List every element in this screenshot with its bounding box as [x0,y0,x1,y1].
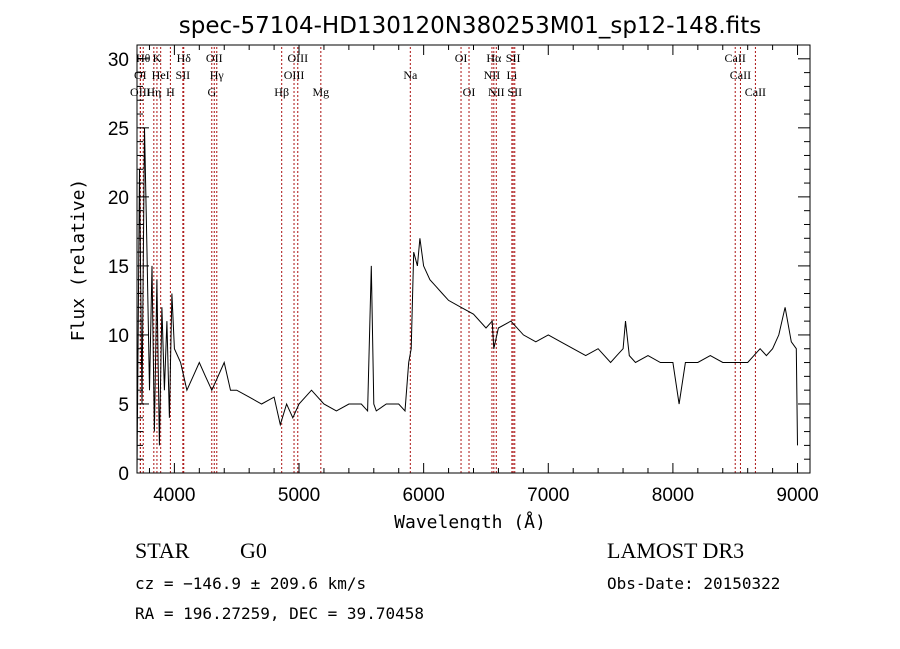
spectral-line-label: OIII [287,51,308,65]
x-tick-label: 8000 [652,485,694,506]
redshift-velocity: cz = −146.9 ± 209.6 km/s [135,574,367,593]
chart-title: spec-57104-HD130120N380253M01_sp12-148.f… [179,13,761,39]
x-axis: 4000 5000 6000 7000 8000 9000 [148,45,819,506]
x-tick-label: 5000 [278,485,320,506]
spectral-line-label: Hα [486,51,502,65]
x-tick-label: 4000 [153,485,195,506]
spectral-line-labels: Hθ K Hδ OII OIII OI Hα SII CaII OI HeI SII Hγ OIII Na N… [130,51,766,99]
spectral-line-label: Na [403,68,418,82]
spectral-line-label: NII [484,68,501,82]
coordinates: RA = 196.27259, DEC = 39.70458 [135,604,424,623]
spectral-line-label: OI [134,68,147,82]
spectral-line-label: Hη [146,85,161,99]
spectral-line-label: Hγ [210,68,225,82]
spectral-line-label: OIII [284,68,305,82]
y-tick-label: 30 [108,50,129,71]
y-tick-label: 5 [118,395,129,416]
spectral-line-label: CaII [745,85,766,99]
spectral-line-label: SII [507,85,522,99]
y-tick-label: 10 [108,326,129,347]
spectral-line-label: SII [506,51,521,65]
x-axis-label: Wavelength (Å) [394,511,546,530]
spectral-line-label: Mg [312,85,329,99]
survey-name: LAMOST DR3 [607,538,745,563]
object-subclass: G0 [240,538,267,563]
spectral-line-label: Hθ [136,51,151,65]
spectral-line-label: CaII [725,51,746,65]
spectral-line-label: G [207,85,216,99]
x-tick-label: 6000 [403,485,445,506]
y-tick-label: 20 [108,188,129,209]
flux-series-line [136,127,798,474]
spectral-line-label: NII [488,85,505,99]
spectral-line-label: OII [206,51,223,65]
y-tick-label: 25 [108,119,129,140]
spectral-line-label: OI [455,51,468,65]
y-axis: 0 5 10 15 20 25 30 [108,50,810,485]
spectral-line-label: H [166,85,175,99]
y-tick-label: 15 [108,257,129,278]
y-tick-label: 0 [118,464,129,485]
spectral-line-label: HeI [152,68,170,82]
spectral-line-label: Li [507,68,518,82]
plot-frame [136,44,811,474]
object-class: STAR [135,538,190,563]
spectral-line-label: Hδ [177,51,192,65]
spectrum-chart: spec-57104-HD130120N380253M01_sp12-148.f… [68,13,819,530]
x-tick-label: 9000 [776,485,818,506]
spectral-line-label: OI [463,85,476,99]
x-tick-label: 7000 [527,485,569,506]
spectral-line-label: CaII [730,68,751,82]
spectral-line-label: SII [176,68,191,82]
spectral-line-label: K [153,51,162,65]
y-axis-label: Flux (relative) [68,179,89,342]
spectral-line-markers [139,47,756,473]
observation-date: Obs-Date: 20150322 [607,574,781,593]
spectral-line-label: Hβ [274,85,289,99]
spectral-line-label: OIII [130,85,151,99]
